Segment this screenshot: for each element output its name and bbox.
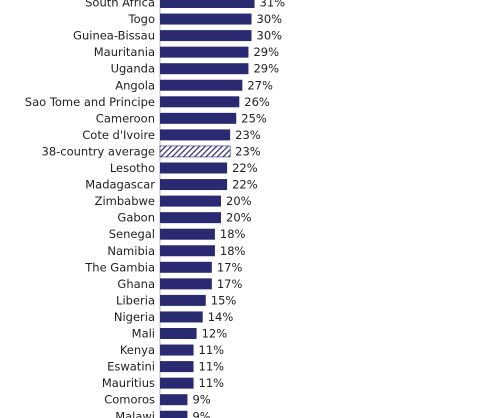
bar [160, 344, 194, 356]
value-label: 29% [253, 62, 279, 76]
value-label: 22% [232, 161, 258, 175]
value-label: 22% [232, 178, 258, 192]
bar [160, 179, 228, 191]
category-label: 38-country average [42, 144, 156, 158]
value-label: 9% [192, 409, 210, 418]
value-label: 17% [217, 260, 243, 274]
category-label: Eswatini [107, 360, 155, 374]
category-label: Liberia [116, 293, 155, 307]
value-label: 23% [235, 128, 261, 142]
category-label: Nigeria [114, 310, 155, 324]
bar [160, 311, 203, 323]
category-label: Guinea-Bissau [73, 29, 155, 43]
value-label: 9% [192, 393, 210, 407]
category-label: Uganda [111, 62, 155, 76]
bar [160, 377, 194, 389]
bar [160, 46, 249, 58]
bar [160, 278, 212, 290]
value-label: 11% [199, 343, 225, 357]
value-label: 14% [208, 310, 234, 324]
category-label: Zimbabwe [95, 194, 155, 208]
category-label: Namibia [107, 244, 155, 258]
category-label: Sao Tome and Principe [25, 95, 155, 109]
value-label: 30% [257, 29, 283, 43]
bar [160, 13, 252, 25]
category-label: Mauritius [102, 376, 155, 390]
category-label: Mali [132, 327, 155, 341]
category-label: South Africa [85, 0, 155, 10]
bar [160, 79, 243, 91]
value-label: 15% [211, 293, 237, 307]
bar [160, 129, 231, 141]
value-label: 26% [244, 95, 270, 109]
value-label: 25% [241, 111, 267, 125]
bar [160, 361, 194, 373]
value-label: 11% [199, 360, 225, 374]
value-label: 23% [235, 144, 261, 158]
value-label: 18% [220, 244, 246, 258]
bar [160, 410, 188, 418]
value-label: 11% [199, 376, 225, 390]
value-label: 17% [217, 277, 243, 291]
category-label: Ghana [117, 277, 155, 291]
bar [160, 195, 221, 207]
category-label: Cameroon [96, 111, 155, 125]
bar [160, 328, 197, 339]
bar [160, 261, 212, 273]
bar [160, 63, 249, 75]
bar [160, 30, 252, 42]
value-label: 20% [226, 211, 252, 225]
value-label: 30% [257, 12, 283, 26]
bar [160, 0, 255, 8]
category-label: Mauritania [94, 45, 155, 59]
bar [160, 162, 228, 174]
category-label: Angola [115, 78, 155, 92]
category-label: Malawi [115, 409, 155, 418]
category-label: Gabon [117, 211, 155, 225]
value-label: 31% [260, 0, 286, 10]
category-label: Madagascar [85, 178, 155, 192]
category-label: Kenya [120, 343, 155, 357]
bar [160, 228, 215, 240]
category-label: Lesotho [110, 161, 155, 175]
bar [160, 245, 215, 257]
value-label: 27% [247, 78, 273, 92]
bar [160, 394, 188, 406]
bar [159, 145, 231, 158]
category-label: Senegal [109, 227, 155, 241]
category-label: Togo [128, 12, 155, 26]
bar [160, 294, 206, 306]
category-label: Cote d'Ivoire [82, 128, 155, 142]
category-label: Comoros [104, 393, 155, 407]
value-label: 18% [220, 227, 246, 241]
value-label: 12% [202, 327, 228, 341]
bar [160, 212, 221, 224]
bar [160, 96, 240, 108]
value-label: 29% [253, 45, 279, 59]
value-label: 20% [226, 194, 252, 208]
category-label: The Gambia [84, 260, 155, 274]
bar [160, 112, 237, 124]
